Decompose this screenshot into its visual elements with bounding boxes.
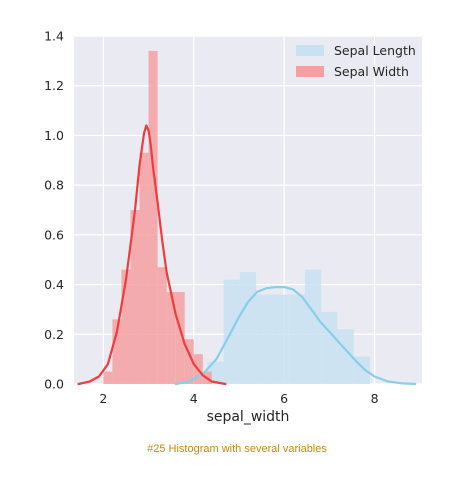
kde-line-sepal-width [77, 124, 227, 386]
legend-swatch [296, 45, 324, 56]
figure-caption: #25 Histogram with several variables [147, 443, 327, 455]
histogram-bar [272, 294, 289, 384]
legend: Sepal Length Sepal Width [296, 43, 416, 79]
histogram-bar [130, 210, 140, 384]
histogram-bar [239, 272, 257, 384]
kde-line-sepal-length [174, 286, 417, 386]
y-tick-label: 0.2 [44, 327, 64, 342]
y-tick-label: 0.8 [44, 178, 64, 193]
axis-ticks: 0.0 0.2 0.4 0.6 0.8 1.0 1.2 1.4 2 4 6 8 [44, 29, 378, 407]
histogram-bars [103, 50, 371, 385]
legend-label: Sepal Length [334, 43, 416, 58]
kde-curves [77, 124, 417, 386]
bars-sepal-width [103, 50, 212, 385]
x-tick-label: 4 [190, 391, 198, 406]
y-tick-label: 1.0 [44, 128, 64, 143]
histogram-bar [157, 267, 167, 384]
x-tick-label: 8 [371, 391, 379, 406]
histogram-bar [288, 294, 305, 384]
legend-label: Sepal Width [334, 64, 409, 79]
histogram-bar [166, 292, 176, 384]
legend-swatch [296, 66, 324, 77]
histogram-bar [103, 371, 113, 384]
histogram-bar [175, 292, 185, 384]
y-tick-label: 0.6 [44, 227, 64, 242]
y-tick-label: 0.4 [44, 277, 64, 292]
histogram-bar [304, 269, 322, 384]
y-tick-label: 1.4 [44, 29, 64, 44]
x-tick-label: 2 [99, 391, 107, 406]
histogram-bar [148, 50, 158, 385]
y-tick-label: 1.2 [44, 78, 64, 93]
x-tick-label: 6 [280, 391, 288, 406]
histogram-bar [337, 329, 354, 384]
histogram-bar [321, 311, 338, 384]
histogram-bar [112, 319, 122, 384]
y-tick-label: 0.0 [44, 377, 64, 392]
histogram-bar [121, 269, 131, 384]
x-axis-label: sepal_width [207, 409, 290, 425]
histogram-bar [139, 152, 149, 384]
histogram-bar [184, 339, 194, 384]
histogram-bar [256, 294, 273, 384]
